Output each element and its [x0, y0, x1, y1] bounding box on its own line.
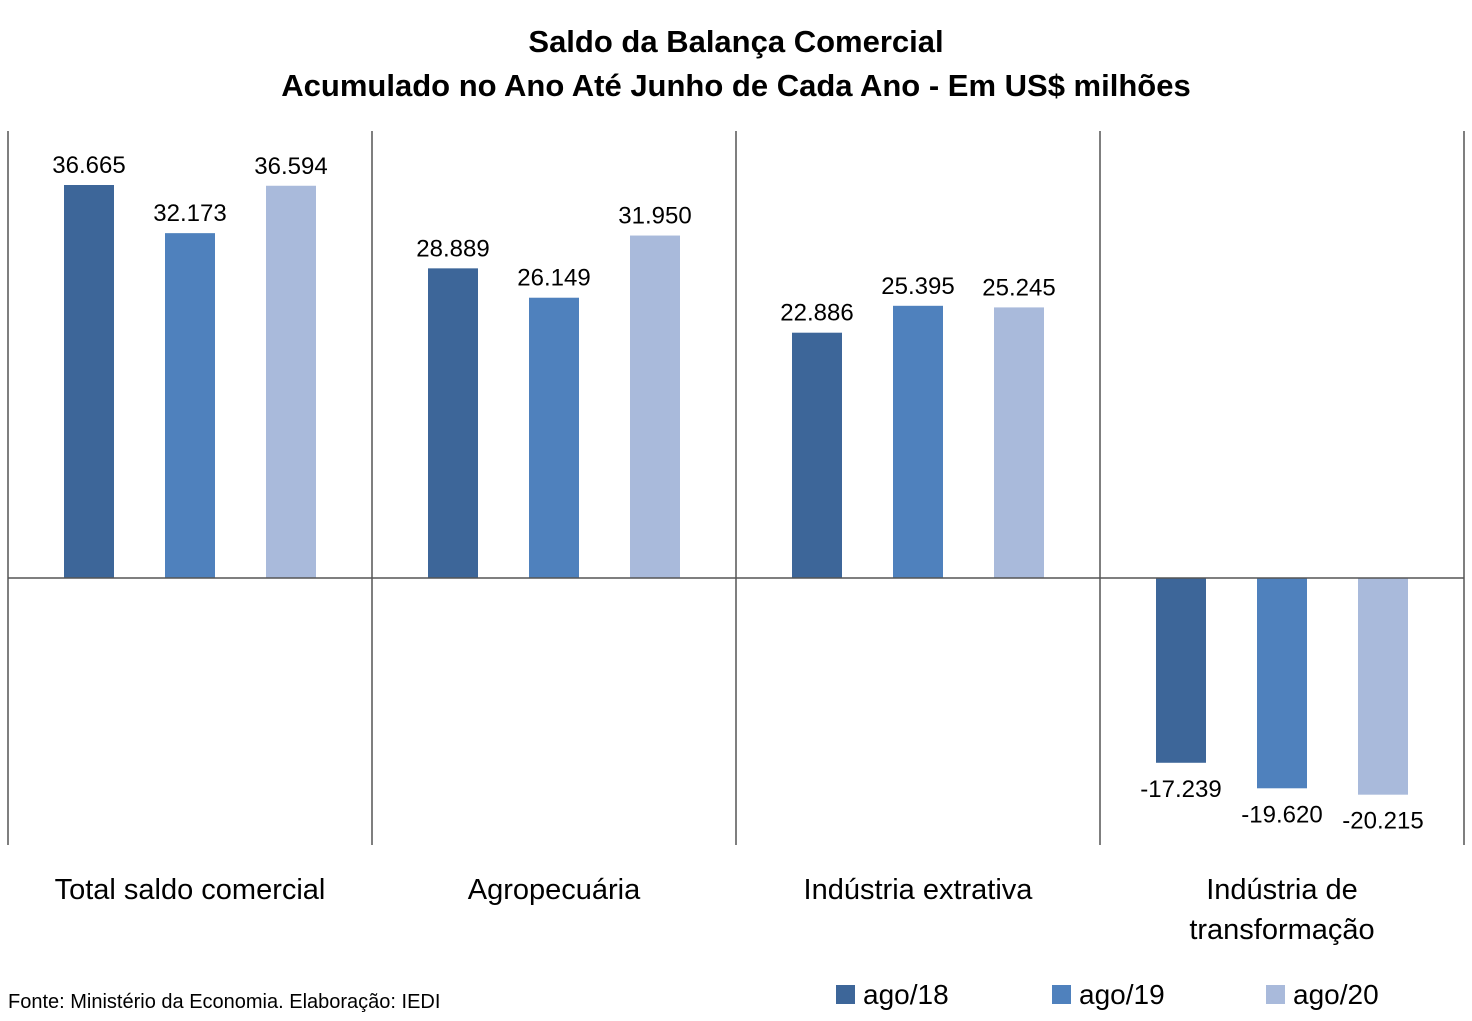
data-label: 36.594 — [254, 153, 327, 180]
legend-label: ago/20 — [1293, 979, 1379, 1010]
legend-label: ago/19 — [1079, 979, 1165, 1010]
category-label: Total saldo comercial — [55, 874, 326, 906]
plot-area: 36.665 28.889 22.886 -17.239 32.173 26.149 25.… — [7, 131, 1465, 946]
bar-ago-19-2 — [893, 305, 943, 578]
legend-label: ago/18 — [863, 979, 949, 1010]
bar-ago-20-0 — [266, 185, 316, 578]
data-label: 36.665 — [52, 152, 125, 179]
chart-title: Saldo da Balança Comercial — [528, 24, 943, 59]
data-label: 25.245 — [982, 274, 1055, 301]
legend-swatch — [836, 985, 855, 1004]
source-note: Fonte: Ministério da Economia. Elaboraçã… — [8, 991, 440, 1013]
data-label: 32.173 — [153, 200, 226, 227]
bar-ago-20-2 — [994, 307, 1044, 578]
data-label: -20.215 — [1342, 808, 1423, 835]
category-label: Agropecuária — [468, 874, 641, 906]
bar-ago-18-0 — [64, 185, 114, 578]
bar-ago-20-3 — [1358, 578, 1408, 795]
chart-subtitle: Acumulado no Ano Até Junho de Cada Ano -… — [281, 68, 1190, 103]
legend-swatch — [1266, 985, 1285, 1004]
legend-item-ago-20: ago/20 — [1266, 979, 1379, 1010]
data-label: -19.620 — [1241, 801, 1322, 828]
data-label: -17.239 — [1140, 776, 1221, 803]
legend: ago/18 ago/19 ago/20 — [836, 979, 1379, 1010]
category-label: Indústria de transformação — [1189, 874, 1374, 946]
data-label: 22.886 — [780, 300, 853, 327]
bar-ago-18-2 — [792, 332, 842, 578]
legend-item-ago-18: ago/18 — [836, 979, 949, 1010]
category-label: Indústria extrativa — [804, 874, 1034, 906]
data-label: 25.395 — [881, 273, 954, 300]
bar-ago-20-1 — [630, 235, 680, 579]
bar-ago-18-1 — [428, 268, 478, 578]
legend-swatch — [1052, 985, 1071, 1004]
bar-ago-19-1 — [529, 297, 579, 578]
bar-ago-19-0 — [165, 233, 215, 578]
data-label: 28.889 — [416, 235, 489, 262]
data-label: 31.950 — [618, 203, 691, 230]
bar-ago-18-3 — [1156, 578, 1206, 763]
bar-ago-19-3 — [1257, 578, 1307, 789]
legend-item-ago-19: ago/19 — [1052, 979, 1165, 1010]
data-label: 26.149 — [517, 265, 590, 292]
